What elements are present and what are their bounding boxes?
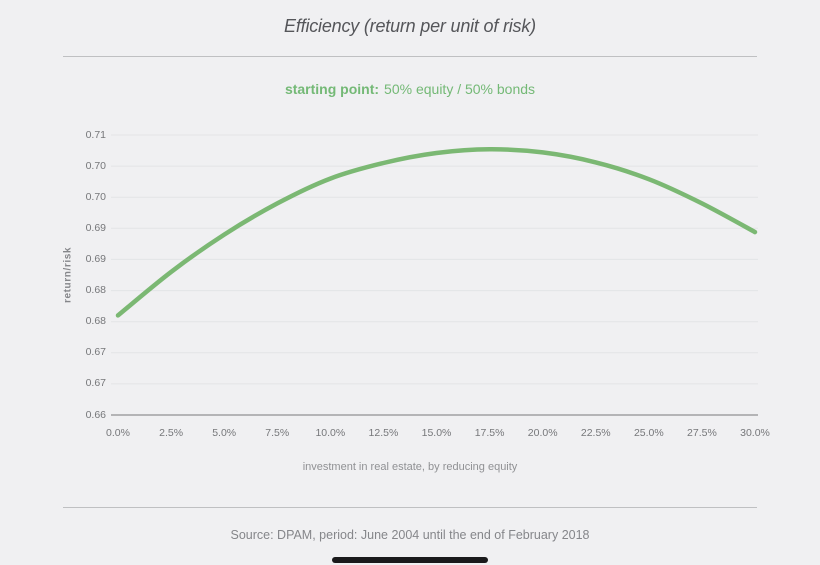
subtitle-text: 50% equity / 50% bonds bbox=[384, 81, 536, 97]
subtitle-label: starting point: bbox=[284, 81, 380, 97]
y-tick-label: 0.68 bbox=[85, 315, 106, 328]
y-tick-label: 0.70 bbox=[85, 159, 106, 172]
y-tick-label: 0.67 bbox=[85, 346, 106, 359]
title-divider bbox=[63, 56, 757, 57]
gridlines-group bbox=[111, 134, 758, 416]
y-tick-label: 0.67 bbox=[85, 377, 106, 390]
x-tick-label: 7.5% bbox=[265, 427, 290, 439]
x-tick-label: 27.5% bbox=[687, 427, 717, 439]
y-tick-label: 0.66 bbox=[85, 408, 106, 421]
y-tick-label: 0.70 bbox=[85, 190, 106, 203]
chart-title: Efficiency (return per unit of risk) bbox=[284, 16, 536, 36]
x-tick-label: 10.0% bbox=[315, 427, 346, 439]
x-tick-label: 15.0% bbox=[421, 427, 452, 439]
y-axis-title: return/risk bbox=[62, 246, 74, 304]
x-tick-label: 2.5% bbox=[159, 427, 184, 439]
y-tick-label: 0.71 bbox=[85, 128, 106, 141]
efficiency-line bbox=[115, 147, 758, 318]
y-tick-label: 0.69 bbox=[85, 252, 106, 265]
x-tick-label: 12.5% bbox=[368, 427, 399, 439]
source-text: Source: DPAM, period: June 2004 until th… bbox=[230, 528, 590, 542]
chart-subtitle: starting point: 50% equity / 50% bonds bbox=[0, 81, 820, 97]
source-divider bbox=[63, 507, 757, 508]
y-tick-label: 0.68 bbox=[85, 284, 106, 297]
x-tick-label: 0.0% bbox=[106, 427, 130, 439]
x-tick-label: 5.0% bbox=[212, 427, 237, 439]
x-tick-label: 20.0% bbox=[527, 427, 558, 439]
bottom-handle-bar bbox=[332, 557, 488, 563]
x-tick-label: 17.5% bbox=[474, 427, 505, 439]
x-axis-title: investment in real estate, by reducing e… bbox=[302, 461, 518, 473]
x-tick-label: 30.0% bbox=[740, 427, 770, 439]
y-tick-label: 0.69 bbox=[85, 221, 106, 234]
x-tick-label: 25.0% bbox=[633, 427, 664, 439]
x-tick-label: 22.5% bbox=[580, 427, 611, 439]
